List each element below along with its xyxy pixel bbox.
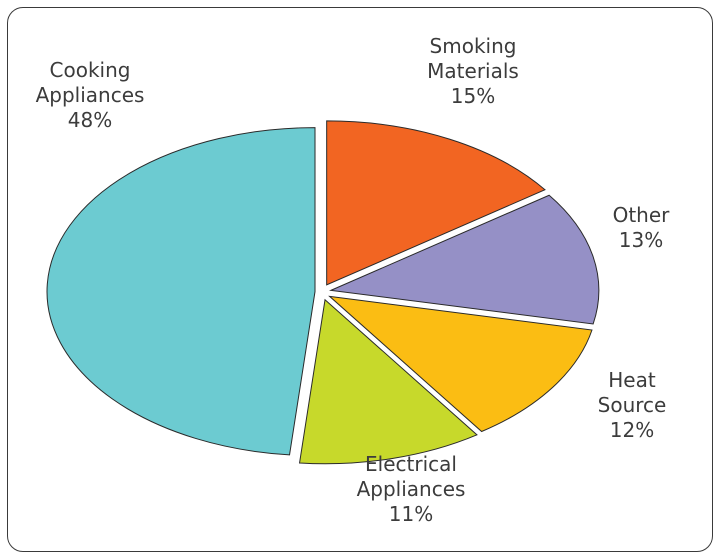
- pie-slice-other: [328, 194, 600, 325]
- pie-slice-electrical-appliances: [298, 298, 478, 465]
- slice-label: Smoking Materials 15%: [427, 34, 519, 108]
- slice-label: Heat Source 12%: [598, 368, 667, 442]
- pie-slice-heat-source: [328, 295, 593, 433]
- slice-label: Electrical Appliances 11%: [357, 452, 466, 526]
- pie-slice-smoking-materials: [326, 120, 546, 286]
- slice-label: Cooking Appliances 48%: [36, 58, 145, 132]
- pie-slice-cooking-appliances: [46, 127, 316, 456]
- slice-label: Other 13%: [613, 203, 671, 252]
